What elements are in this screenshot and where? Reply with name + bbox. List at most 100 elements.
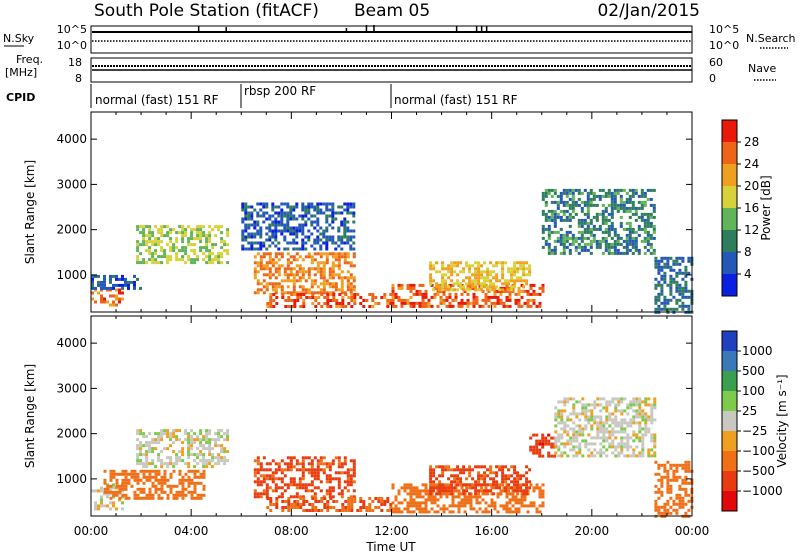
data-cell	[525, 486, 529, 490]
data-cell	[253, 270, 257, 274]
data-cell	[592, 215, 596, 219]
data-cell	[299, 293, 303, 296]
data-cell	[166, 231, 170, 235]
data-cell	[406, 486, 410, 490]
data-cell	[557, 433, 561, 437]
data-cell	[181, 237, 185, 241]
data-cell	[352, 255, 356, 259]
data-cell	[154, 225, 158, 229]
data-cell	[586, 209, 590, 213]
data-cell	[610, 227, 614, 231]
data-cell	[307, 229, 311, 233]
data-cell	[432, 267, 436, 271]
data-cell	[644, 424, 648, 428]
data-cell	[587, 415, 591, 419]
data-cell	[299, 305, 303, 308]
data-cell	[429, 468, 433, 472]
data-cell	[275, 503, 279, 506]
data-cell	[550, 248, 554, 252]
data-cell	[106, 490, 110, 494]
data-cell	[265, 264, 269, 268]
data-cell	[181, 258, 185, 262]
data-cell	[520, 504, 524, 508]
data-cell	[572, 421, 576, 425]
data-cell	[331, 264, 335, 268]
data-cell	[541, 495, 545, 499]
data-cell	[94, 501, 97, 505]
data-cell	[295, 241, 299, 245]
data-cell	[287, 497, 291, 500]
data-cell	[474, 285, 478, 289]
data-cell	[157, 456, 161, 460]
data-cell	[349, 483, 353, 487]
data-cell	[559, 239, 563, 243]
data-cell	[259, 483, 263, 487]
data-cell	[154, 465, 158, 469]
data-cell	[268, 276, 272, 280]
data-cell	[166, 432, 170, 436]
data-cell	[513, 483, 517, 487]
data-cell	[569, 436, 573, 440]
data-cell	[590, 409, 594, 413]
data-cell	[326, 299, 330, 302]
data-cell	[353, 293, 357, 296]
data-cell	[181, 441, 185, 445]
data-cell	[640, 212, 644, 216]
data-cell	[460, 504, 464, 508]
data-cell	[157, 243, 161, 247]
data-cell	[265, 273, 269, 277]
data-cell	[433, 292, 437, 296]
y-tick-label: 4000	[56, 132, 87, 146]
data-cell	[640, 227, 644, 231]
data-cell	[136, 277, 139, 281]
freq-right-label: Nave	[748, 62, 776, 75]
data-cell	[427, 301, 431, 305]
data-cell	[319, 459, 323, 463]
data-cell	[145, 240, 149, 244]
data-cell	[325, 226, 329, 230]
data-cell	[247, 205, 251, 209]
data-cell	[286, 214, 290, 218]
data-cell	[199, 459, 203, 463]
data-cell	[280, 480, 284, 484]
data-cell	[220, 255, 224, 259]
data-cell	[349, 202, 353, 206]
data-cell	[640, 218, 644, 222]
data-cell	[481, 510, 485, 514]
data-cell	[353, 497, 357, 500]
data-cell	[538, 304, 542, 308]
data-cell	[602, 436, 606, 440]
data-cell	[599, 421, 603, 425]
data-cell	[121, 507, 124, 511]
data-cell	[508, 289, 512, 293]
data-cell	[316, 217, 320, 221]
data-cell	[205, 237, 209, 241]
data-cell	[289, 462, 293, 466]
data-cell	[266, 302, 270, 305]
data-cell	[541, 286, 545, 290]
data-cell	[581, 433, 585, 437]
data-cell	[133, 286, 136, 290]
data-cell	[553, 221, 557, 225]
data-cell	[472, 301, 476, 305]
data-cell	[332, 296, 336, 299]
data-cell	[115, 303, 118, 307]
data-cell	[328, 267, 332, 271]
data-cell	[510, 270, 514, 274]
data-cell	[136, 447, 140, 451]
data-cell	[517, 498, 521, 502]
data-cell	[151, 496, 155, 500]
data-cell	[145, 493, 149, 497]
data-cell	[121, 472, 125, 476]
data-cell	[508, 295, 512, 299]
data-cell	[265, 247, 269, 251]
data-cell	[94, 489, 97, 493]
data-cell	[166, 258, 170, 262]
data-cell	[305, 296, 309, 299]
data-cell	[343, 202, 347, 206]
data-cell	[199, 234, 203, 238]
data-cell	[492, 480, 496, 484]
data-cell	[313, 279, 317, 283]
data-cell	[313, 477, 317, 481]
data-cell	[281, 509, 285, 512]
